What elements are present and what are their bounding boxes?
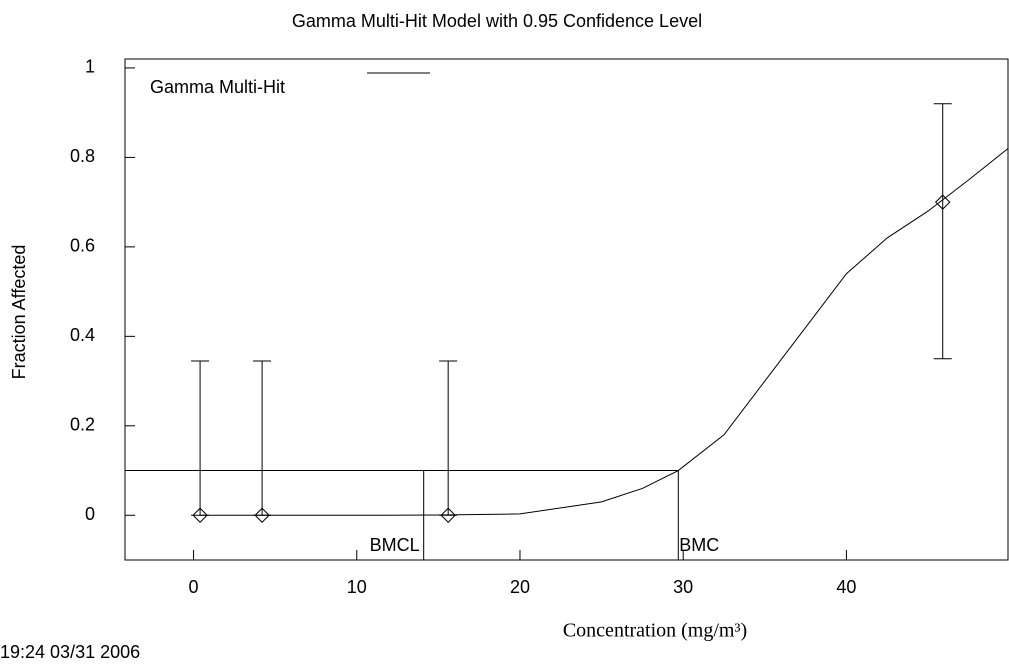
chart-title: Gamma Multi-Hit Model with 0.95 Confiden… xyxy=(292,11,702,31)
bmcl-label: BMCL xyxy=(370,535,420,555)
y-tick-label: 0.4 xyxy=(70,325,95,345)
x-tick-label: 20 xyxy=(510,577,530,597)
timestamp: 19:24 03/31 2006 xyxy=(0,642,140,662)
x-tick-label: 10 xyxy=(347,577,367,597)
legend-label: Gamma Multi-Hit xyxy=(150,77,285,97)
y-tick-label: 0 xyxy=(85,504,95,524)
bmc-label: BMC xyxy=(679,535,719,555)
x-axis-label: Concentration (mg/m³) xyxy=(563,620,747,642)
y-tick-label: 0.6 xyxy=(70,236,95,256)
data-point xyxy=(192,507,208,523)
y-axis-label: Fraction Affected xyxy=(9,245,29,380)
data-point xyxy=(440,507,456,523)
plot-frame xyxy=(124,58,1009,561)
y-tick-label: 0.2 xyxy=(70,415,95,435)
data-point xyxy=(254,507,270,523)
x-tick-label: 40 xyxy=(836,577,856,597)
y-tick-label: 1 xyxy=(85,57,95,77)
fitted-curve xyxy=(200,148,1009,516)
x-tick-label: 0 xyxy=(189,577,199,597)
y-tick-label: 0.8 xyxy=(70,146,95,166)
x-tick-label: 30 xyxy=(673,577,693,597)
data-point xyxy=(935,194,951,210)
